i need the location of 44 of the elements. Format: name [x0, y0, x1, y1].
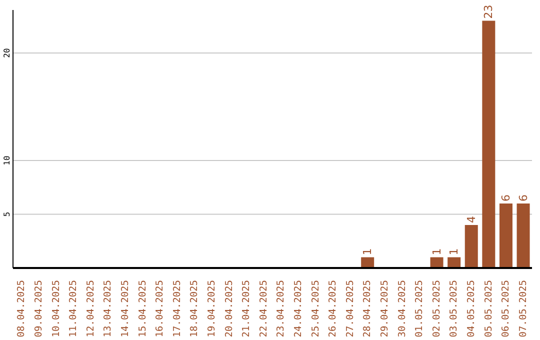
x-tick-label: 13.04.2025 — [102, 280, 114, 338]
x-tick-label: 08.04.2025 — [16, 280, 28, 338]
x-tick-label: 26.04.2025 — [328, 280, 339, 338]
x-tick-label: 20.04.2025 — [224, 280, 235, 338]
x-tick-label: 01.05.2025 — [414, 280, 426, 338]
x-tick-label: 10.04.2025 — [50, 280, 62, 338]
x-tick-label: 28.04.2025 — [362, 280, 374, 338]
data-label: 1 — [361, 248, 374, 256]
x-tick-label: 22.04.2025 — [258, 280, 270, 338]
x-tick-label: 16.04.2025 — [154, 280, 166, 338]
x-tick-label: 03.05.2025 — [448, 280, 460, 338]
x-tick-label: 05.05.2025 — [483, 280, 494, 338]
x-tick-label: 15.04.2025 — [137, 280, 148, 338]
data-label: 6 — [499, 194, 512, 202]
x-tick-label: 30.04.2025 — [396, 280, 408, 338]
data-label: 23 — [482, 4, 496, 19]
x-tick-label: 09.04.2025 — [33, 280, 44, 338]
data-label: 1 — [448, 248, 461, 256]
y-tick-label: 10 — [2, 156, 12, 166]
x-tick-label: 25.04.2025 — [310, 280, 322, 338]
x-tick-label: 12.04.2025 — [85, 280, 96, 338]
x-tick-label: 29.04.2025 — [379, 280, 390, 338]
x-tick-label: 11.04.2025 — [68, 280, 80, 338]
bar — [516, 204, 530, 268]
bar — [482, 20, 496, 268]
x-tick-label: 23.04.2025 — [276, 280, 287, 338]
bar — [499, 204, 512, 268]
x-tick-label: 02.05.2025 — [431, 280, 442, 338]
x-tick-label: 04.05.2025 — [466, 280, 477, 338]
data-label: 6 — [516, 194, 530, 202]
x-tick-label: 21.04.2025 — [241, 280, 252, 338]
data-label: 1 — [430, 248, 444, 256]
x-tick-label: 06.05.2025 — [500, 280, 512, 338]
x-tick-label: 19.04.2025 — [206, 280, 218, 338]
bar — [464, 225, 478, 268]
x-tick-label: 14.04.2025 — [120, 280, 131, 338]
x-tick-label: 18.04.2025 — [189, 280, 200, 338]
x-tick-label: 07.05.2025 — [518, 280, 529, 338]
x-tick-label: 24.04.2025 — [292, 280, 304, 338]
y-tick-label: 20 — [2, 48, 12, 58]
x-tick-label: 27.04.2025 — [344, 280, 356, 338]
y-tick-label: 5 — [2, 212, 12, 217]
x-tick-label: 17.04.2025 — [172, 280, 183, 338]
data-label: 4 — [464, 216, 478, 223]
